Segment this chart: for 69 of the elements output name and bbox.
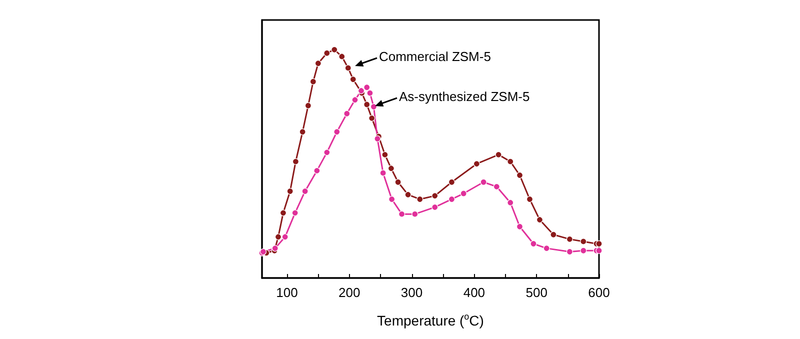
x-tick-label: 500 [526,285,548,300]
point [536,216,544,224]
point [331,46,338,53]
point [299,128,306,136]
point [507,199,514,206]
point [566,236,573,242]
point [368,114,376,122]
point [324,149,330,156]
point [495,151,502,158]
point [493,183,500,190]
point [480,178,487,186]
point [526,196,534,203]
point [580,238,587,245]
point [304,102,312,109]
point [292,158,299,165]
point [507,158,514,165]
point [334,128,340,136]
point [398,210,406,218]
point [286,188,294,195]
point [473,160,480,168]
point [448,196,456,203]
point [460,190,467,197]
point [566,248,573,256]
x-tick-label: 400 [463,285,486,300]
annotation: Commercial ZSM-5 [378,48,491,64]
point [380,170,386,176]
point [282,234,288,240]
point [530,240,537,248]
point [350,76,356,83]
point [596,247,602,254]
point [302,188,308,195]
point [516,172,524,179]
point [432,192,438,200]
x-tick-label: 300 [400,285,423,300]
point [344,110,350,117]
point [374,135,381,142]
x-tick-label: 600 [588,285,610,300]
point [596,240,602,248]
point [314,167,320,174]
point [448,178,456,186]
point [543,245,550,252]
point [314,60,322,67]
point [310,78,316,85]
point [352,96,358,104]
point [382,151,388,158]
point [370,103,378,110]
x-tick-label: 100 [276,285,298,300]
point [364,84,370,91]
annotation: As-synthesized ZSM-5 [398,88,530,104]
point [274,234,282,240]
point [338,53,346,60]
point [550,231,557,238]
point [344,64,352,72]
point [324,50,330,56]
point [416,196,424,203]
point [358,87,365,94]
point [394,178,402,186]
x-tick-label: 200 [338,285,360,300]
point [280,210,287,216]
point [388,165,394,172]
point [388,196,396,203]
point [292,210,298,216]
point [404,191,412,198]
point [364,101,370,108]
point [366,90,374,96]
point [432,204,438,211]
point [412,210,418,218]
point [516,223,524,230]
point [580,247,587,254]
